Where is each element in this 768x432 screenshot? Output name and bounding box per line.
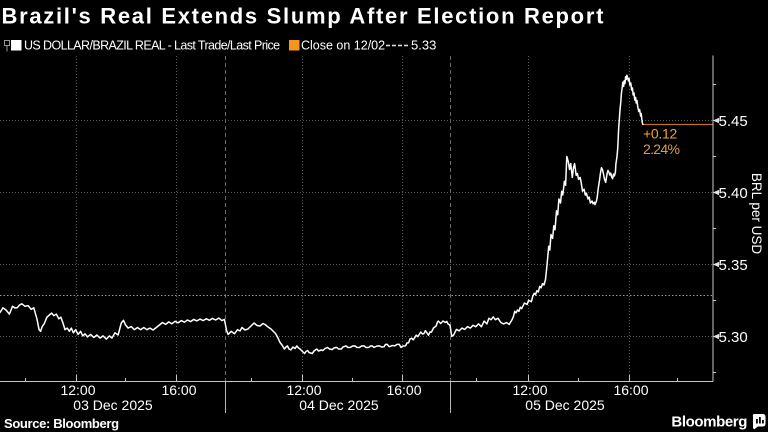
svg-text:Bloomberg: Bloomberg xyxy=(671,414,747,431)
svg-text:2.24%: 2.24% xyxy=(643,141,679,157)
svg-text:US DOLLAR/BRAZIL REAL - Last T: US DOLLAR/BRAZIL REAL - Last Trade/Last … xyxy=(24,39,280,53)
svg-text:5.33: 5.33 xyxy=(411,38,436,53)
svg-text:5.40: 5.40 xyxy=(719,185,748,202)
svg-text:12:00: 12:00 xyxy=(512,382,547,398)
svg-text:16:00: 16:00 xyxy=(613,382,648,398)
svg-text:12:00: 12:00 xyxy=(60,382,95,398)
svg-text:04 Dec 2025: 04 Dec 2025 xyxy=(299,397,379,413)
svg-text:5.45: 5.45 xyxy=(719,113,748,130)
svg-text:Source: Bloomberg: Source: Bloomberg xyxy=(4,416,119,431)
svg-text:+0.12: +0.12 xyxy=(643,126,677,142)
svg-text:Close on 12/02: Close on 12/02 xyxy=(301,39,385,53)
svg-text:16:00: 16:00 xyxy=(161,382,196,398)
svg-text:05 Dec 2025: 05 Dec 2025 xyxy=(525,397,605,413)
svg-text:BRL per USD: BRL per USD xyxy=(749,173,764,255)
svg-text:5.30: 5.30 xyxy=(719,329,748,346)
svg-text:Brazil's Real Extends Slump Af: Brazil's Real Extends Slump After Electi… xyxy=(2,4,606,29)
svg-text:12:00: 12:00 xyxy=(286,382,321,398)
svg-text:03 Dec 2025: 03 Dec 2025 xyxy=(73,397,153,413)
svg-text:16:00: 16:00 xyxy=(386,382,421,398)
svg-text:5.35: 5.35 xyxy=(719,257,748,274)
